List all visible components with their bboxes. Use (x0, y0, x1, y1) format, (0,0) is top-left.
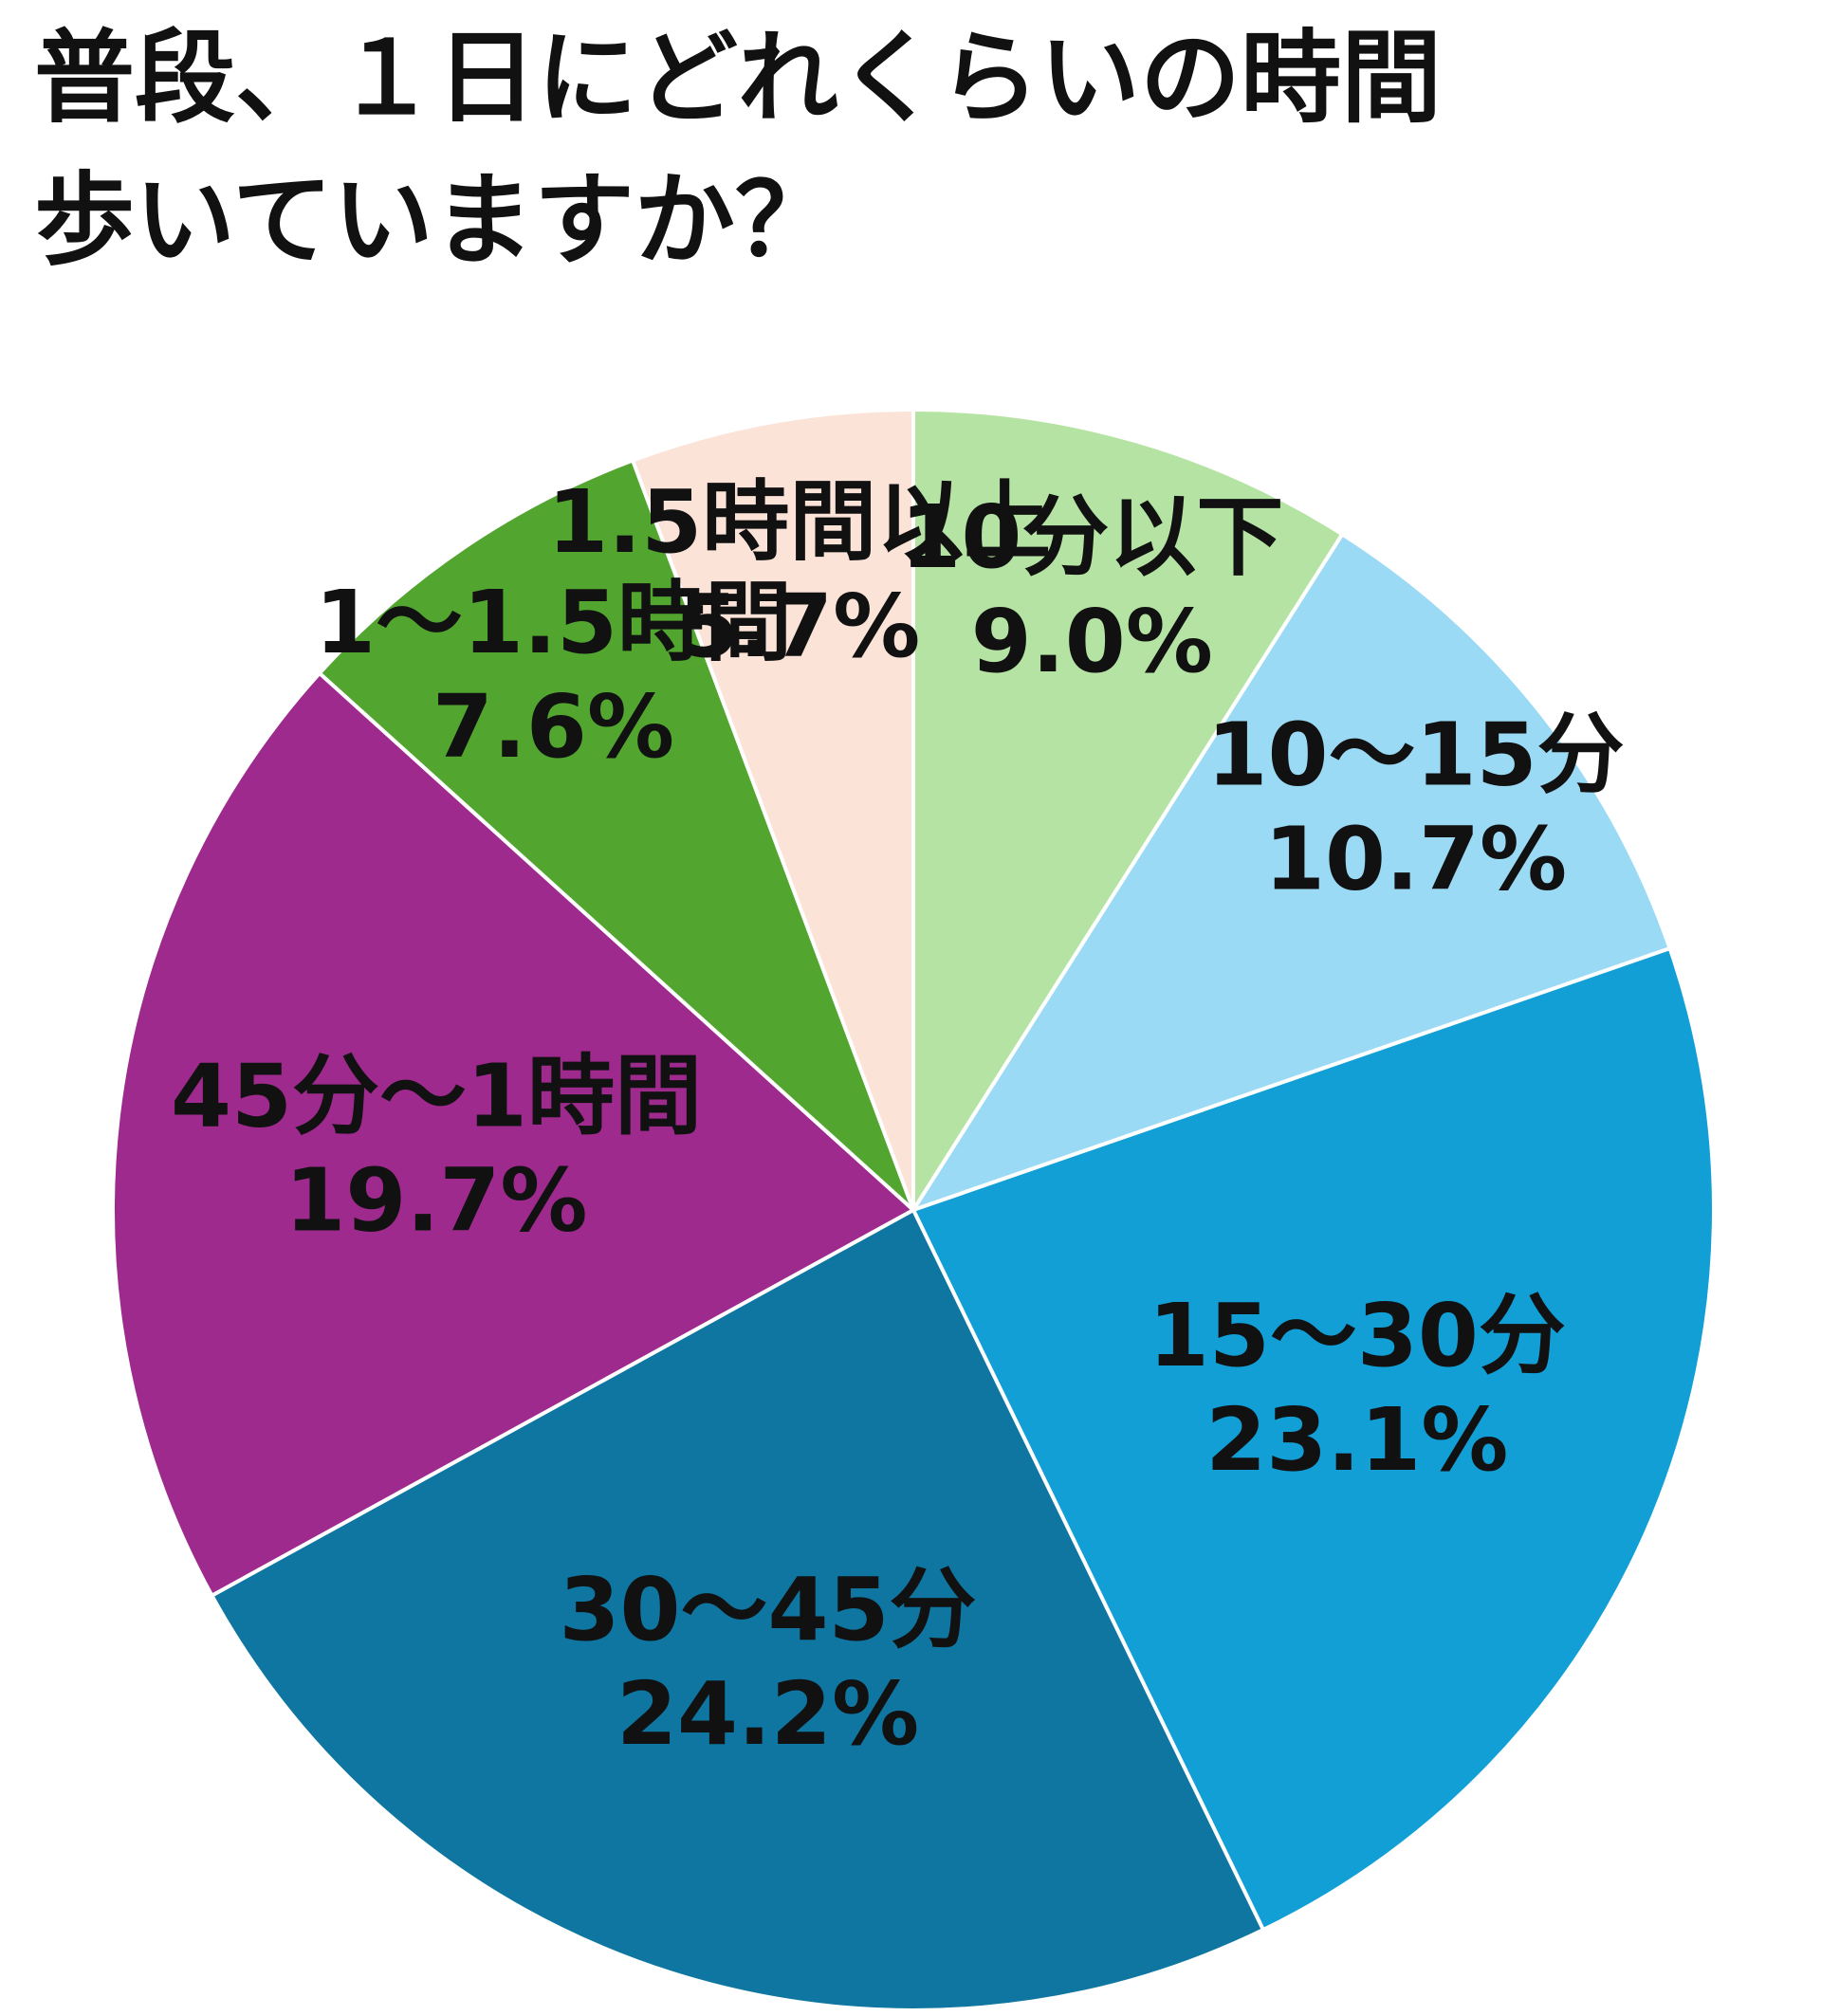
value-label: 10.7% (1264, 809, 1567, 910)
slice-label: 10～15分 (1207, 705, 1625, 806)
value-label: 24.2% (616, 1663, 919, 1765)
chart-title: 歩いていますか？ (34, 162, 836, 279)
slice-label: 45分～1時間 (171, 1046, 702, 1147)
pie-slice (630, 407, 915, 1211)
slice-label: 10分以下 (900, 486, 1283, 588)
value-label: 23.1% (1205, 1389, 1508, 1491)
value-label: 7.6% (432, 676, 674, 778)
slice-label: 1.5時間以上 (547, 471, 1051, 573)
value-label: 9.0% (971, 591, 1213, 692)
slice-label: 15～30分 (1149, 1285, 1566, 1386)
pie-slice (910, 945, 1716, 1933)
slice-label: 1～1.5時間 (315, 572, 792, 673)
pie-slice (911, 407, 1346, 1217)
value-label: 5.7% (678, 576, 920, 677)
pie (111, 407, 1716, 2013)
chart-title: 普段、１日にどれくらいの時間 (34, 20, 1442, 137)
pie-slice (909, 531, 1673, 1214)
value-label: 19.7% (285, 1150, 587, 1252)
pie-slice (111, 670, 917, 1599)
slice-label: 30～45分 (560, 1559, 977, 1660)
pie-slice (209, 1207, 1266, 2013)
pie-slice (317, 457, 915, 1212)
